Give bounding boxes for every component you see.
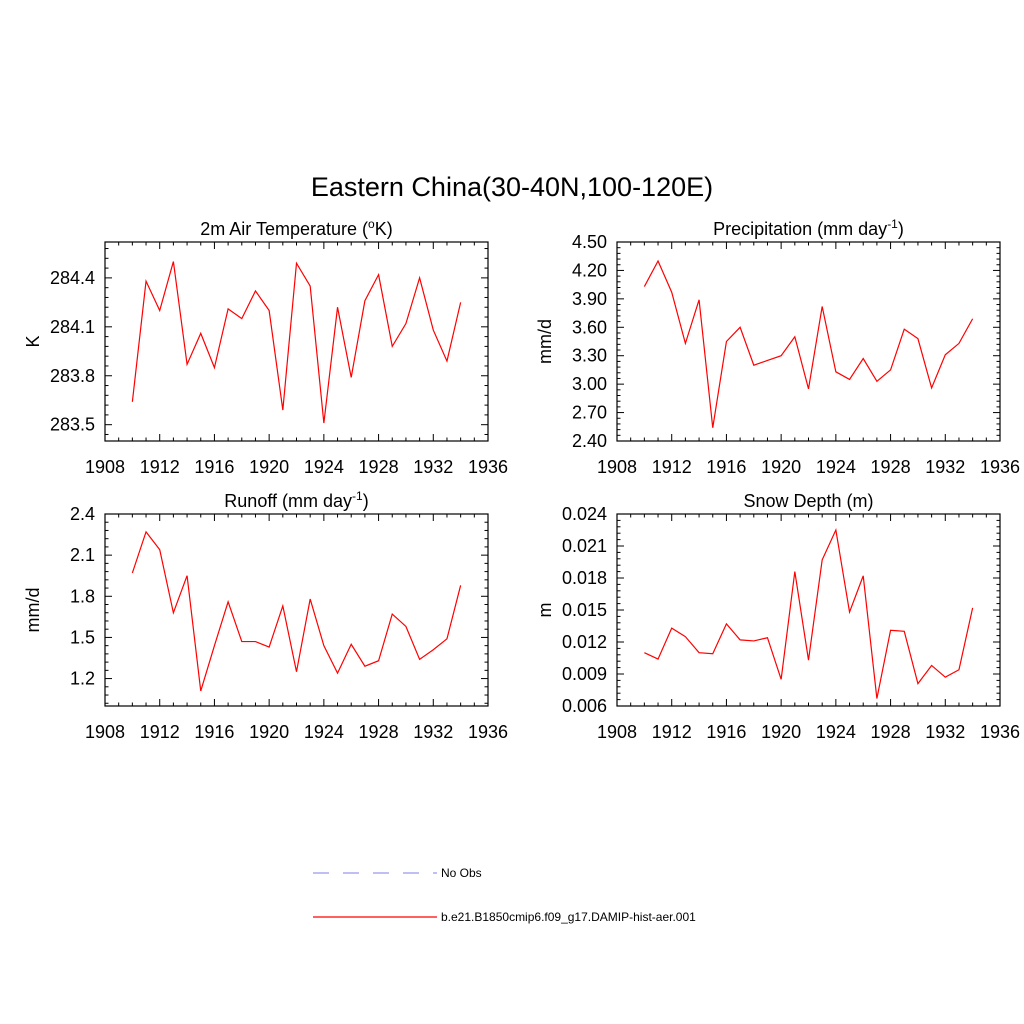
y-tick-label: 284.1 (50, 317, 95, 337)
x-tick-label: 1924 (304, 457, 344, 477)
x-tick-label: 1924 (816, 722, 856, 742)
y-tick-label: 1.8 (70, 586, 95, 606)
panel-title: Precipitation (mm day-1) (713, 217, 904, 239)
x-tick-label: 1920 (249, 457, 289, 477)
plot-frame (616, 241, 1001, 442)
panel-title: 2m Air Temperature (oK) (200, 217, 392, 239)
y-tick-label: 3.60 (572, 317, 607, 337)
x-tick-label: 1912 (140, 457, 180, 477)
y-tick-label: 0.018 (562, 568, 607, 588)
y-axis-label: m (535, 603, 555, 618)
y-tick-label: 284.4 (50, 268, 95, 288)
legend: No Obs b.e21.B1850cmip6.f09_g17.DAMIP-his… (313, 866, 696, 924)
legend-label: No Obs (441, 866, 482, 880)
y-tick-label: 2.4 (70, 504, 95, 524)
y-tick-label: 1.5 (70, 627, 95, 647)
x-tick-label: 1920 (761, 722, 801, 742)
x-tick-label: 1908 (597, 722, 637, 742)
x-tick-label: 1928 (871, 722, 911, 742)
y-tick-label: 0.009 (562, 664, 607, 684)
x-tick-label: 1920 (761, 457, 801, 477)
y-tick-label: 1.2 (70, 669, 95, 689)
x-tick-label: 1936 (980, 722, 1020, 742)
y-tick-label: 0.006 (562, 696, 607, 716)
x-tick-label: 1936 (468, 457, 508, 477)
panel-1: 2m Air Temperature (oK) K 1908 1912 1916 1920… (23, 217, 508, 477)
plot-frame (104, 513, 489, 707)
x-tick-label: 1932 (413, 722, 453, 742)
x-tick-label: 1916 (706, 722, 746, 742)
x-tick-label: 1908 (597, 457, 637, 477)
y-tick-label: 0.024 (562, 504, 607, 524)
y-tick-label: 2.70 (572, 403, 607, 423)
panel-4: Snow Depth (m) m 1908 1912 1916 1920 1924 1928 1… (535, 491, 1020, 742)
figure-title: Eastern China(30-40N,100-120E) (311, 172, 713, 202)
panel-title: Snow Depth (m) (743, 491, 873, 511)
x-tick-label: 1908 (85, 457, 125, 477)
plot-frame (616, 513, 1001, 707)
x-tick-label: 1928 (359, 722, 399, 742)
panel-3: Runoff (mm day-1) mm/d 1908 1912 1916 1920 192… (23, 489, 508, 742)
x-tick-label: 1920 (249, 722, 289, 742)
x-tick-label: 1912 (140, 722, 180, 742)
panel-2: Precipitation (mm day-1) mm/d 1908 1912 1916… (535, 217, 1020, 477)
y-tick-label: 3.90 (572, 289, 607, 309)
x-tick-label: 1912 (652, 722, 692, 742)
y-tick-label: 283.5 (50, 415, 95, 435)
y-tick-label: 283.8 (50, 366, 95, 386)
x-tick-label: 1932 (925, 457, 965, 477)
y-tick-label: 0.012 (562, 632, 607, 652)
x-tick-label: 1932 (925, 722, 965, 742)
x-tick-label: 1932 (413, 457, 453, 477)
x-tick-label: 1916 (194, 722, 234, 742)
x-tick-label: 1916 (706, 457, 746, 477)
y-tick-label: 4.50 (572, 232, 607, 252)
x-tick-label: 1924 (816, 457, 856, 477)
series-line (131, 530, 462, 692)
x-tick-label: 1916 (194, 457, 234, 477)
x-tick-label: 1928 (359, 457, 399, 477)
panels: 2m Air Temperature (oK) K 1908 1912 1916 1920… (23, 217, 1020, 742)
panel-title: Runoff (mm day-1) (224, 489, 368, 511)
x-tick-label: 1936 (980, 457, 1020, 477)
y-tick-label: 0.021 (562, 536, 607, 556)
y-axis-label: mm/d (23, 588, 43, 633)
x-tick-label: 1912 (652, 457, 692, 477)
y-axis-label: mm/d (535, 319, 555, 364)
x-tick-label: 1928 (871, 457, 911, 477)
x-tick-label: 1908 (85, 722, 125, 742)
y-tick-label: 0.015 (562, 600, 607, 620)
x-tick-label: 1936 (468, 722, 508, 742)
series-line (644, 527, 974, 699)
y-tick-label: 2.1 (70, 545, 95, 565)
legend-label: b.e21.B1850cmip6.f09_g17.DAMIP-hist-aer.… (441, 910, 696, 924)
series-line (643, 259, 974, 428)
x-tick-label: 1924 (304, 722, 344, 742)
y-axis-label: K (23, 335, 43, 347)
y-tick-label: 2.40 (572, 431, 607, 451)
y-tick-label: 3.00 (572, 374, 607, 394)
y-tick-label: 3.30 (572, 346, 607, 366)
y-tick-label: 4.20 (572, 260, 607, 280)
plot-frame (104, 241, 489, 442)
series-line (131, 261, 462, 424)
